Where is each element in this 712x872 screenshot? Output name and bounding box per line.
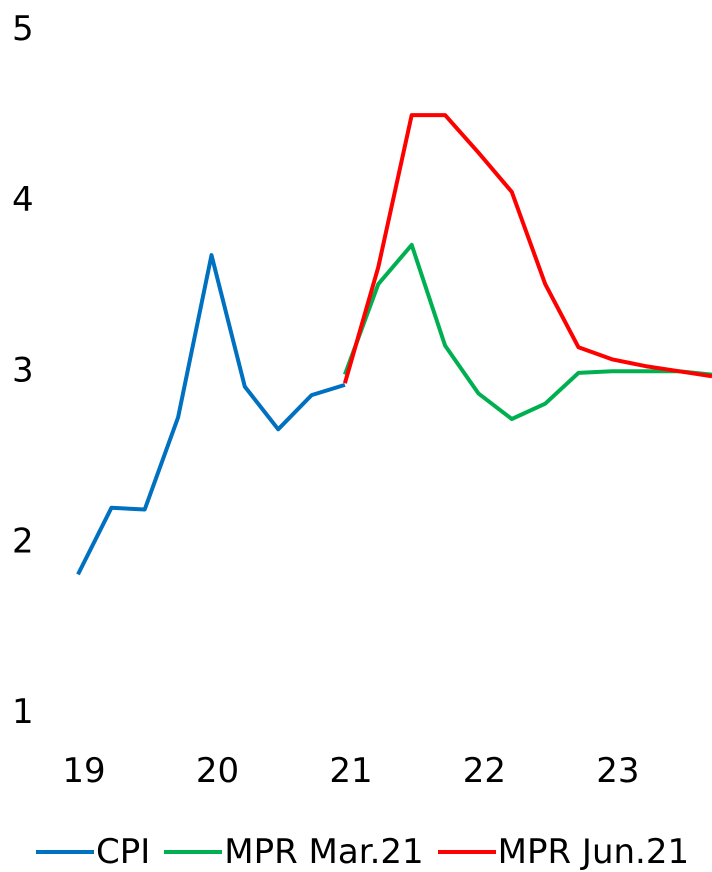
series-lines	[76, 113, 712, 576]
legend-label-mpr-mar21: MPR Mar.21	[224, 832, 424, 872]
series-line-mpr-jun-21	[342, 113, 712, 384]
legend-swatch-mpr-jun21	[437, 850, 496, 854]
x-tick-label: 19	[62, 751, 105, 791]
y-tick-label: 1	[12, 692, 34, 732]
y-tick-label: 3	[12, 351, 34, 391]
legend-label-mpr-jun21: MPR Jun.21	[497, 832, 690, 872]
x-tick-label: 20	[196, 751, 239, 791]
legend-swatch-cpi	[36, 850, 94, 854]
legend: CPI MPR Mar.21 MPR Jun.21	[36, 832, 689, 872]
legend-item-cpi: CPI	[36, 832, 150, 872]
legend-swatch-mpr-mar21	[164, 850, 223, 854]
y-tick-label: 2	[12, 521, 34, 561]
legend-label-cpi: CPI	[96, 832, 151, 872]
x-tick-label: 23	[596, 751, 639, 791]
legend-item-mpr-jun21: MPR Jun.21	[437, 832, 690, 872]
series-line-mpr-mar-21	[343, 242, 712, 421]
y-tick-label: 5	[12, 9, 34, 49]
y-axis-ticks: 1 2 3 4 5	[12, 9, 34, 732]
x-axis-ticks: 19 20 21 22 23	[62, 751, 639, 791]
x-tick-label: 21	[329, 751, 372, 791]
y-tick-label: 4	[12, 180, 34, 220]
series-line-cpi	[76, 253, 346, 576]
legend-item-mpr-mar21: MPR Mar.21	[164, 832, 424, 872]
x-tick-label: 22	[463, 751, 506, 791]
